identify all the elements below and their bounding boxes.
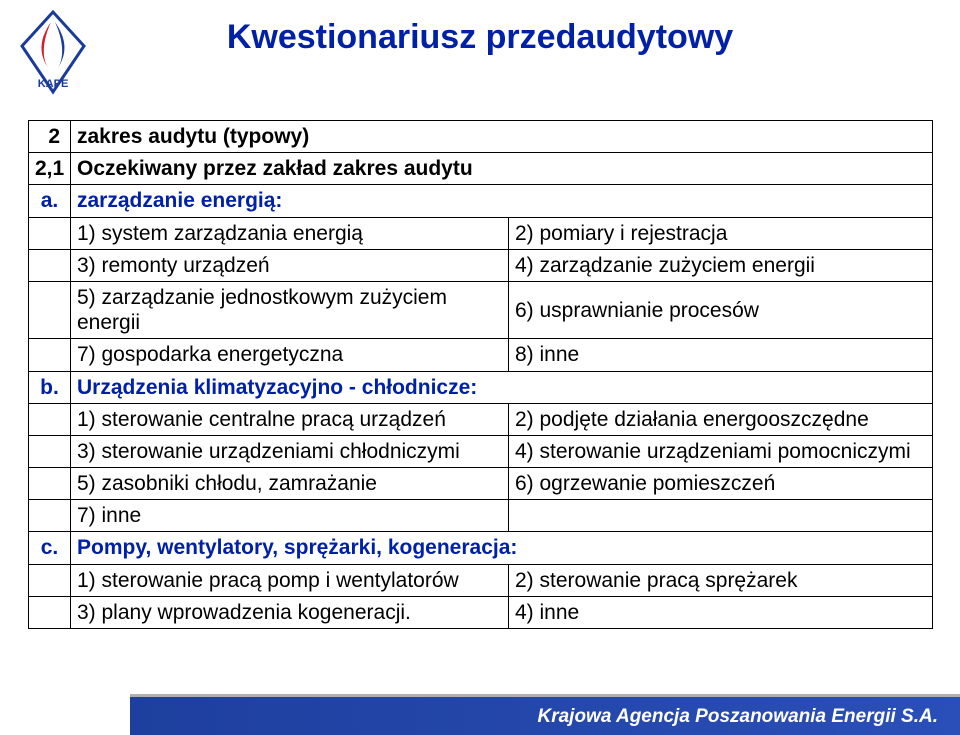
cell: 4) zarządzanie zużyciem energii [509, 249, 933, 281]
cell-empty [29, 468, 71, 500]
cell: 3) sterowanie urządzeniami chłodniczymi [71, 435, 509, 467]
footer-text: Krajowa Agencja Poszanowania Energii S.A… [537, 706, 938, 728]
cell: 1) sterowanie pracą pomp i wentylatorów [71, 564, 509, 596]
cell-empty [29, 217, 71, 249]
cell-empty [29, 403, 71, 435]
section-number: 2 [29, 121, 71, 153]
group-letter-c: c. [29, 532, 71, 564]
cell: 4) sterowanie urządzeniami pomocniczymi [509, 435, 933, 467]
cell-empty [29, 249, 71, 281]
cell: 7) gospodarka energetyczna [71, 339, 509, 371]
group-label-a: zarządzanie energią: [71, 185, 933, 217]
cell: 7) inne [71, 500, 509, 532]
group-label-b: Urządzenia klimatyzacyjno - chłodnicze: [71, 371, 933, 403]
cell: 2) podjęte działania energooszczędne [509, 403, 933, 435]
cell: 3) remonty urządzeń [71, 249, 509, 281]
cell: 2) sterowanie pracą sprężarek [509, 564, 933, 596]
subsection-number: 2,1 [29, 153, 71, 185]
cell: 4) inne [509, 596, 933, 628]
cell: 5) zasobniki chłodu, zamrażanie [71, 468, 509, 500]
group-letter-b: b. [29, 371, 71, 403]
cell: 8) inne [509, 339, 933, 371]
cell-empty [29, 339, 71, 371]
group-label-c: Pompy, wentylatory, sprężarki, kogenerac… [71, 532, 933, 564]
subsection-title: Oczekiwany przez zakład zakres audytu [71, 153, 933, 185]
cell: 6) ogrzewanie pomieszczeń [509, 468, 933, 500]
slide: KAPE Kwestionariusz przedaudytowy 2 zakr… [0, 0, 960, 735]
cell: 6) usprawnianie procesów [509, 281, 933, 338]
cell-empty [29, 500, 71, 532]
cell: 2) pomiary i rejestracja [509, 217, 933, 249]
cell-empty [29, 596, 71, 628]
cell-empty [29, 435, 71, 467]
slide-title: Kwestionariusz przedaudytowy [0, 18, 960, 57]
cell-empty [29, 564, 71, 596]
logo-text: KAPE [38, 78, 69, 90]
cell: 1) system zarządzania energią [71, 217, 509, 249]
cell: 5) zarządzanie jednostkowym zużyciem ene… [71, 281, 509, 338]
cell [509, 500, 933, 532]
cell-empty [29, 281, 71, 338]
section-title: zakres audytu (typowy) [71, 121, 933, 153]
questionnaire-table: 2 zakres audytu (typowy) 2,1 Oczekiwany … [28, 120, 933, 629]
cell: 3) plany wprowadzenia kogeneracji. [71, 596, 509, 628]
group-letter-a: a. [29, 185, 71, 217]
cell: 1) sterowanie centralne pracą urządzeń [71, 403, 509, 435]
